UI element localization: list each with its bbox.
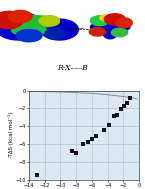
- Polygon shape: [17, 22, 44, 33]
- Polygon shape: [111, 28, 128, 37]
- Point: [87, 141, 89, 144]
- Polygon shape: [35, 23, 61, 34]
- Polygon shape: [100, 15, 111, 21]
- Polygon shape: [0, 12, 44, 40]
- Polygon shape: [41, 24, 67, 35]
- Polygon shape: [16, 29, 42, 42]
- Polygon shape: [104, 14, 125, 25]
- Point: [123, 104, 125, 107]
- Point: [75, 151, 77, 154]
- Point: [113, 115, 115, 118]
- Polygon shape: [90, 15, 130, 39]
- Point: [108, 124, 110, 127]
- Polygon shape: [39, 16, 59, 26]
- Point: [91, 137, 93, 140]
- Polygon shape: [41, 19, 78, 40]
- Polygon shape: [29, 23, 55, 33]
- Point: [116, 113, 118, 116]
- Polygon shape: [12, 25, 46, 36]
- Polygon shape: [45, 29, 65, 39]
- Text: R-X–––B: R-X–––B: [57, 64, 88, 72]
- Point: [103, 128, 105, 131]
- Polygon shape: [23, 22, 49, 33]
- Polygon shape: [116, 18, 132, 28]
- Point: [126, 102, 129, 105]
- Point: [36, 174, 38, 177]
- Polygon shape: [9, 10, 32, 23]
- Y-axis label: -TΔS (kcal mol⁻¹): -TΔS (kcal mol⁻¹): [8, 112, 14, 158]
- Point: [95, 135, 97, 138]
- Polygon shape: [90, 16, 109, 26]
- Polygon shape: [0, 11, 23, 29]
- Polygon shape: [89, 28, 106, 36]
- Polygon shape: [12, 21, 38, 32]
- Polygon shape: [7, 16, 59, 28]
- Polygon shape: [46, 24, 72, 35]
- Point: [120, 108, 122, 111]
- Point: [81, 143, 84, 146]
- Point: [71, 150, 74, 153]
- Point: [129, 96, 131, 99]
- Polygon shape: [6, 21, 32, 32]
